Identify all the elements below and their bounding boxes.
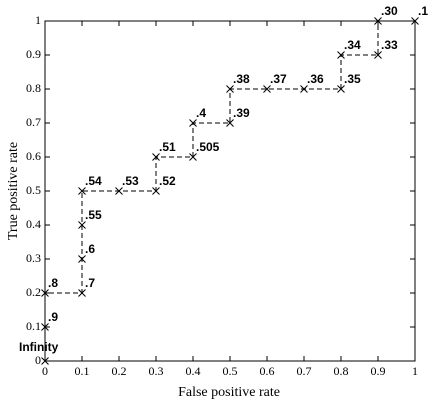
point-marker: [78, 187, 86, 195]
point-label: .6: [85, 242, 95, 256]
point-marker: [374, 17, 382, 25]
point-marker: [189, 119, 197, 127]
point-label: .37: [270, 72, 287, 86]
x-tick-label: 0.9: [371, 364, 386, 378]
point-marker: [337, 85, 345, 93]
point-marker: [189, 153, 197, 161]
y-tick-label: 0.2: [26, 285, 41, 299]
y-tick-label: 0.1: [26, 319, 41, 333]
y-tick-label: 0: [35, 353, 41, 367]
point-marker: [78, 221, 86, 229]
x-tick-label: 0.3: [149, 364, 164, 378]
x-tick-label: 0: [42, 364, 48, 378]
y-tick-label: 0.5: [26, 183, 41, 197]
point-marker: [78, 255, 86, 263]
point-label: .39: [233, 106, 250, 120]
y-tick-label: 0.6: [26, 149, 41, 163]
point-label: .505: [196, 140, 220, 154]
point-marker: [115, 187, 123, 195]
point-marker: [41, 323, 49, 331]
point-label: .55: [85, 208, 102, 222]
y-axis-label: True positive rate: [6, 142, 21, 240]
point-label: .53: [122, 174, 139, 188]
point-label: .1: [418, 4, 428, 18]
point-label: .9: [48, 310, 58, 324]
x-axis-label: False positive rate: [178, 385, 280, 400]
x-tick-label: 0.5: [223, 364, 238, 378]
point-marker: [263, 85, 271, 93]
point-marker: [41, 357, 49, 365]
point-marker: [226, 85, 234, 93]
y-tick-label: 0.3: [26, 251, 41, 265]
y-tick-label: 0.7: [26, 115, 41, 129]
point-label: .7: [85, 276, 95, 290]
point-label: .38: [233, 72, 250, 86]
x-tick-label: 0.8: [334, 364, 349, 378]
point-marker: [152, 187, 160, 195]
point-marker: [78, 289, 86, 297]
x-tick-label: 0.2: [112, 364, 127, 378]
x-tick-label: 0.1: [75, 364, 90, 378]
point-label: .30: [381, 4, 398, 18]
point-marker: [374, 51, 382, 59]
point-marker: [337, 51, 345, 59]
point-label: .8: [48, 276, 58, 290]
point-marker: [152, 153, 160, 161]
point-marker: [411, 17, 419, 25]
point-label: .51: [159, 140, 176, 154]
y-tick-label: 0.8: [26, 81, 41, 95]
point-label: Infinity: [19, 340, 59, 354]
point-marker: [41, 289, 49, 297]
x-tick-label: 0.7: [297, 364, 312, 378]
x-tick-label: 1: [412, 364, 418, 378]
point-label: .33: [381, 38, 398, 52]
point-label: .35: [344, 72, 361, 86]
point-marker: [226, 119, 234, 127]
x-tick-label: 0.6: [260, 364, 275, 378]
point-label: .4: [196, 106, 206, 120]
point-marker: [300, 85, 308, 93]
point-label: .54: [85, 174, 102, 188]
y-tick-label: 1: [35, 13, 41, 27]
x-tick-label: 0.4: [186, 364, 201, 378]
y-tick-label: 0.4: [26, 217, 41, 231]
y-tick-label: 0.9: [26, 47, 41, 61]
point-label: .36: [307, 72, 324, 86]
point-label: .52: [159, 174, 176, 188]
point-label: .34: [344, 38, 361, 52]
